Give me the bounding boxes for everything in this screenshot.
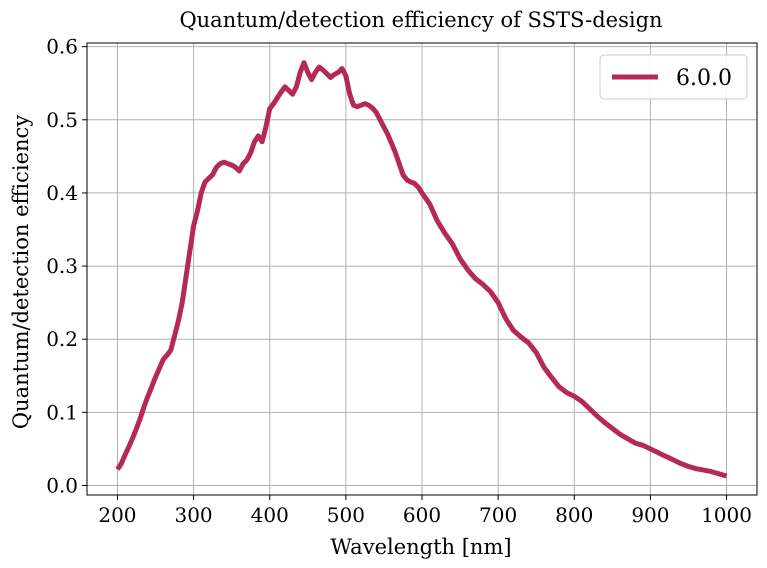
legend: 6.0.0	[599, 54, 748, 100]
chart-title: Quantum/detection efficiency of SSTS-des…	[179, 8, 662, 32]
x-tick-label: 1000	[701, 503, 752, 527]
series-line	[115, 60, 728, 479]
y-tick-label: 0.4	[46, 181, 78, 205]
y-tick-label: 0.3	[46, 254, 78, 278]
axis-ticks: 200 300 400 500 600 700 800 900 1000 0.0 0.1 0.2 0.3…	[46, 35, 752, 527]
y-tick-label: 0.6	[46, 35, 78, 59]
x-tick-label: 600	[403, 503, 441, 527]
legend-box	[599, 54, 748, 100]
y-tick-label: 0.2	[46, 327, 78, 351]
x-tick-label: 700	[479, 503, 517, 527]
y-tick-label: 0.0	[46, 473, 78, 497]
x-tick-label: 900	[631, 503, 669, 527]
x-tick-label: 400	[251, 503, 289, 527]
x-axis-label: Wavelength [nm]	[330, 535, 511, 559]
x-tick-label: 300	[174, 503, 212, 527]
legend-label: 6.0.0	[676, 66, 732, 91]
y-axis-label: Quantum/detection efficiency	[9, 115, 33, 429]
x-tick-label: 500	[327, 503, 365, 527]
y-tick-label: 0.1	[46, 400, 78, 424]
x-tick-label: 800	[555, 503, 593, 527]
y-tick-label: 0.5	[46, 108, 78, 132]
x-tick-label: 200	[98, 503, 136, 527]
series-layer	[115, 60, 728, 479]
